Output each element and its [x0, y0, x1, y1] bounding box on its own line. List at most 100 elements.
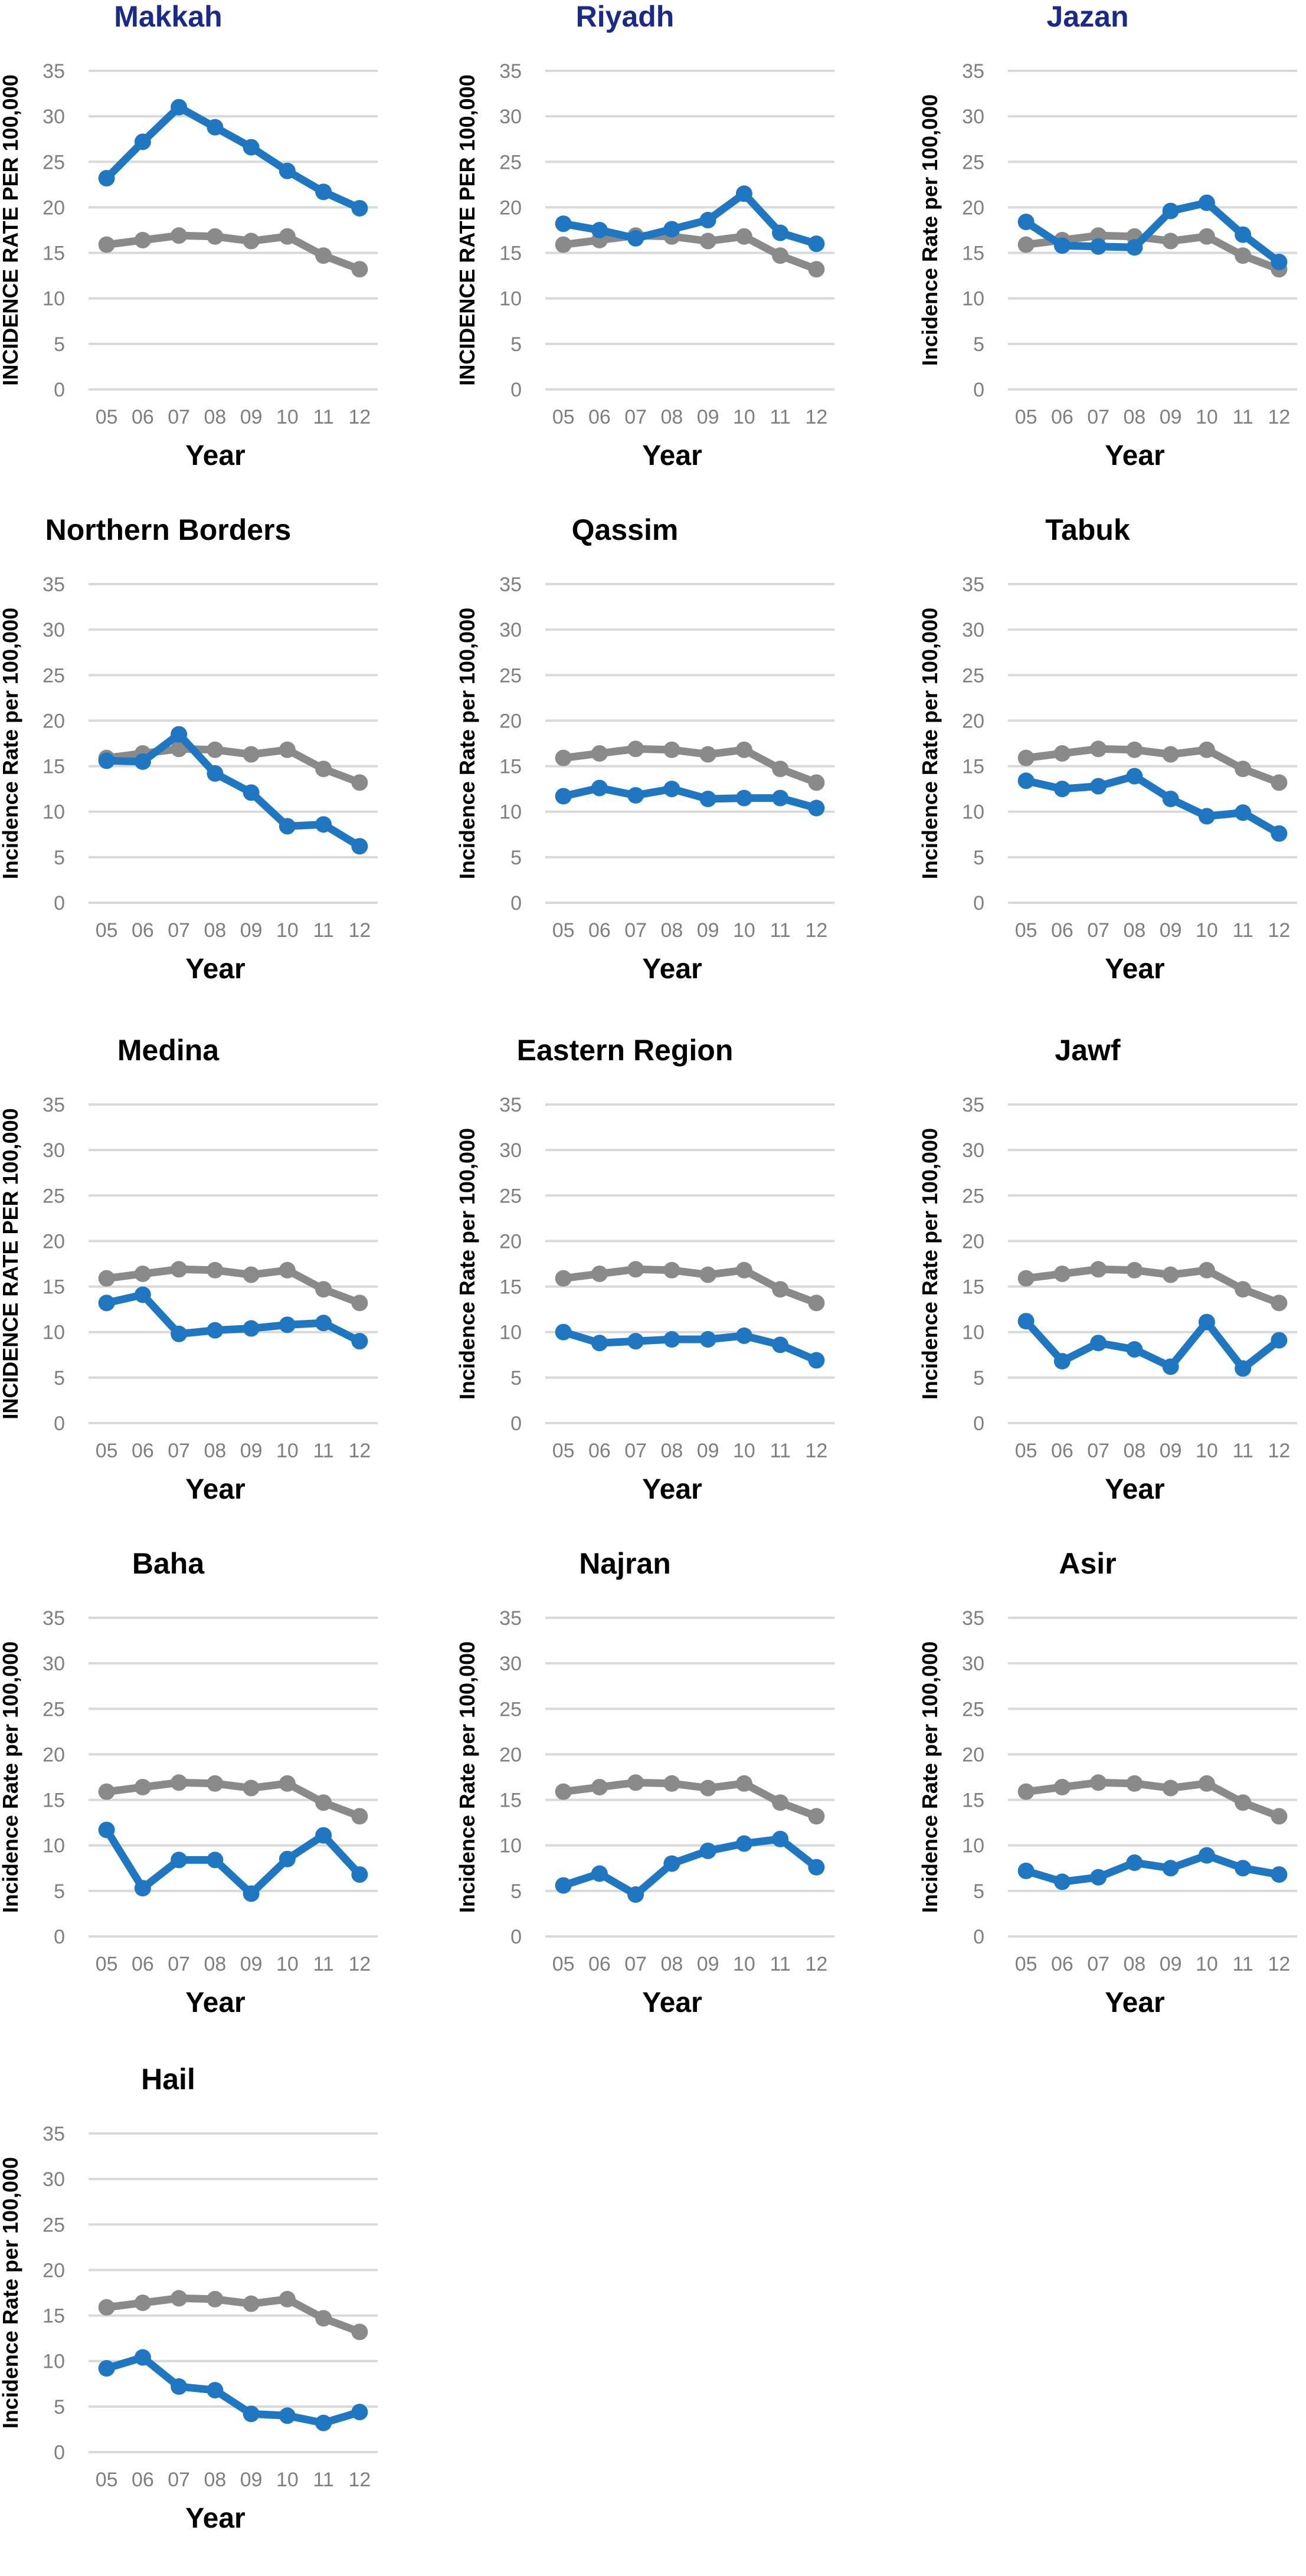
y-tick-label: 20	[42, 2259, 65, 2282]
x-tick-label: 11	[770, 406, 790, 428]
data-point	[279, 1316, 296, 1333]
data-point	[1198, 1261, 1215, 1279]
data-point	[171, 99, 188, 116]
y-tick-label: 15	[499, 242, 522, 265]
x-axis-label: Year	[1105, 1987, 1164, 2018]
data-point	[735, 1327, 752, 1344]
data-point	[591, 779, 608, 797]
y-tick-label: 10	[499, 1835, 522, 1857]
chart-title: Riyadh	[576, 0, 675, 33]
data-point	[315, 816, 332, 833]
data-point	[207, 119, 224, 136]
data-point	[98, 752, 115, 769]
x-tick-label: 05	[96, 1440, 118, 1462]
x-tick-label: 08	[1123, 1440, 1145, 1462]
data-point	[134, 753, 151, 770]
x-tick-label: 12	[805, 1953, 827, 1975]
data-point	[351, 1333, 368, 1350]
data-point	[555, 1270, 572, 1287]
data-point	[1198, 808, 1215, 825]
x-tick-label: 09	[240, 919, 263, 942]
data-point	[98, 1821, 115, 1838]
data-point	[1198, 1847, 1215, 1864]
x-axis-label: Year	[185, 1474, 245, 1505]
x-tick-label: 09	[240, 1440, 263, 1462]
data-point	[1126, 1854, 1143, 1872]
data-point	[207, 1775, 224, 1792]
y-tick-label: 5	[510, 1880, 522, 1903]
data-point	[207, 2382, 224, 2399]
y-tick-label: 10	[42, 1322, 65, 1344]
data-point	[699, 746, 716, 763]
x-tick-label: 07	[168, 919, 190, 942]
x-tick-label: 07	[624, 406, 647, 428]
data-point	[772, 1336, 789, 1353]
data-point	[315, 247, 332, 264]
y-tick-label: 0	[510, 1412, 522, 1435]
x-tick-label: 06	[588, 919, 611, 942]
y-tick-label: 15	[499, 1790, 522, 1812]
x-tick-label: 12	[805, 1440, 827, 1462]
x-tick-label: 11	[770, 919, 790, 942]
y-tick-label: 30	[962, 1653, 984, 1675]
data-point	[699, 1266, 716, 1283]
y-tick-label: 0	[510, 1926, 522, 1948]
data-point	[555, 215, 572, 232]
y-tick-label: 30	[42, 1139, 65, 1162]
data-point	[555, 1877, 572, 1894]
data-point	[1271, 1332, 1288, 1349]
data-point	[171, 1261, 188, 1278]
y-tick-label: 30	[42, 106, 65, 128]
y-tick-label: 30	[42, 1653, 65, 1675]
x-tick-label: 09	[1160, 1440, 1182, 1462]
data-point	[627, 1261, 644, 1278]
x-tick-label: 11	[1232, 1953, 1253, 1975]
data-point	[1017, 1270, 1035, 1287]
y-tick-label: 25	[499, 664, 522, 687]
data-point	[279, 2407, 296, 2424]
x-tick-label: 12	[1268, 406, 1290, 428]
y-tick-label: 10	[962, 1322, 984, 1344]
y-tick-label: 10	[42, 288, 65, 310]
data-point	[1126, 1775, 1143, 1792]
x-axis-label: Year	[1105, 1474, 1164, 1505]
x-tick-label: 09	[240, 406, 263, 428]
data-point	[735, 228, 752, 245]
data-point	[315, 1315, 332, 1332]
x-tick-label: 10	[733, 1440, 755, 1462]
x-tick-label: 08	[204, 919, 226, 942]
data-point	[1162, 1358, 1179, 1375]
y-tick-label: 5	[54, 1367, 65, 1389]
x-tick-label: 10	[733, 1953, 755, 1975]
x-tick-label: 06	[1051, 1953, 1073, 1975]
y-tick-label: 0	[54, 1412, 65, 1435]
data-point	[1235, 761, 1252, 778]
x-tick-label: 10	[276, 1440, 299, 1462]
data-point	[207, 2290, 224, 2308]
data-point	[351, 774, 368, 791]
y-tick-label: 30	[499, 619, 522, 641]
data-point	[772, 247, 789, 264]
data-point	[243, 784, 260, 801]
chart-title: Northern Borders	[45, 513, 292, 546]
data-point	[772, 224, 789, 241]
data-point	[627, 1774, 644, 1791]
y-tick-label: 20	[42, 710, 65, 732]
x-tick-label: 07	[624, 1440, 647, 1462]
y-axis-label: INCIDENCE RATE PER 100,000	[0, 74, 22, 386]
y-tick-label: 30	[42, 619, 65, 641]
y-tick-label: 25	[962, 664, 984, 687]
y-tick-label: 15	[962, 242, 984, 265]
y-tick-label: 25	[42, 1698, 65, 1720]
x-tick-label: 11	[1232, 1440, 1253, 1462]
data-point	[772, 789, 789, 807]
y-tick-label: 30	[499, 1139, 522, 1162]
y-tick-label: 30	[962, 1139, 984, 1162]
data-point	[808, 1808, 825, 1825]
data-point	[627, 786, 644, 804]
